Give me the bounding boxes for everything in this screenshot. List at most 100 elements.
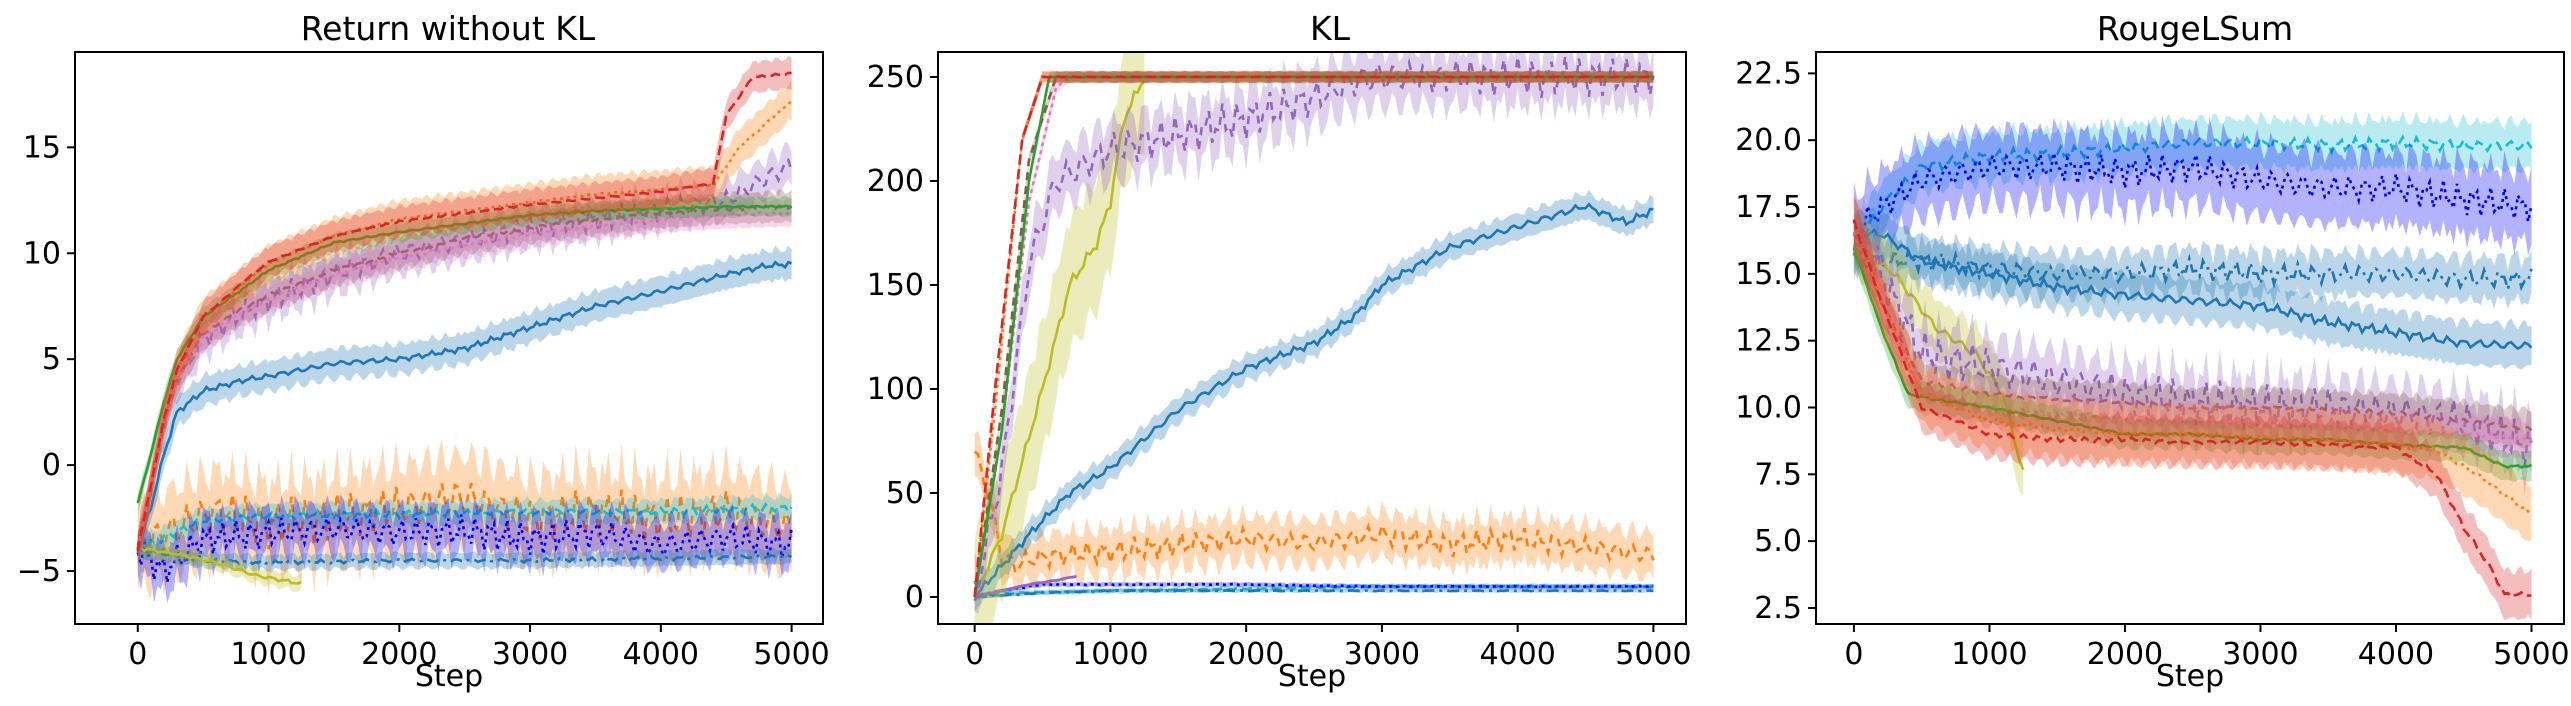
series-band [137, 197, 792, 562]
x-axis-label: Step [415, 659, 483, 694]
series-line [973, 450, 1655, 576]
series-line [137, 546, 302, 585]
x-tick-label: 5000 [2493, 637, 2569, 672]
y-tick-label: 5 [42, 342, 61, 377]
x-tick-label: 3000 [1344, 637, 1420, 672]
x-tick-label: 2000 [361, 637, 437, 672]
x-tick-label: 2000 [2087, 637, 2163, 672]
x-tick-label: 3000 [2222, 637, 2298, 672]
y-tick-label: 200 [867, 164, 924, 199]
x-tick-label: 5000 [1615, 637, 1691, 672]
y-tick-label: 10.0 [1735, 390, 1802, 425]
y-tick-label: 15.0 [1735, 257, 1802, 292]
y-tick-label: 7.5 [1754, 457, 1802, 492]
series-line [1852, 133, 2533, 248]
series-band [137, 55, 792, 563]
x-tick-label: 0 [1844, 637, 1863, 672]
y-tick-label: 10 [23, 236, 61, 271]
x-tick-label: 0 [965, 637, 984, 672]
series-line [1852, 219, 2533, 516]
series-line [973, 56, 1655, 592]
y-tick-label: 0 [905, 580, 924, 615]
chart-kl: KL 0 1000 2000 3000 4000 5000050100150200250 … [867, 9, 1692, 694]
series-line [1853, 228, 2533, 351]
series-line [1852, 151, 2533, 244]
series-band [1853, 231, 2532, 483]
plot-frame [74, 51, 824, 625]
y-tick-label: 250 [867, 60, 924, 95]
x-tick-label: 0 [128, 637, 147, 672]
y-tick-label: 100 [867, 372, 924, 407]
chart-title: RougeLSum [2097, 9, 2293, 48]
series-line [973, 202, 1654, 602]
series-line [973, 75, 1654, 598]
x-tick-label: 2000 [1208, 637, 1284, 672]
series-band [1853, 212, 2532, 460]
series-line [973, 80, 1146, 598]
series-band [137, 438, 792, 598]
series-line [1852, 219, 2532, 599]
x-tick-label: 4000 [1479, 637, 1555, 672]
y-tick-label: 17.5 [1735, 190, 1802, 225]
series-line [136, 204, 792, 504]
chart-title: KL [1310, 9, 1351, 48]
y-tick-label: 22.5 [1735, 56, 1802, 91]
series-band [1853, 196, 2532, 621]
series-line [136, 204, 793, 549]
plot-frame [937, 51, 1687, 625]
y-tick-label: 15 [23, 130, 61, 165]
series-line [974, 588, 1654, 599]
x-tick-label: 4000 [2358, 637, 2434, 672]
series-line [974, 584, 1654, 599]
series-line [136, 209, 793, 551]
series-band [1853, 216, 2024, 495]
chart-rougelsum: RougeLSum 0 1000 2000 3000 4000 5000 2.5 5.0 7.5… [1735, 9, 2569, 694]
series-band [974, 581, 1654, 600]
series-line [1852, 233, 2533, 432]
series-line [136, 501, 793, 553]
series-band [1853, 194, 2532, 495]
series-band [1853, 110, 2532, 274]
series-band [137, 141, 792, 572]
x-tick-label: 5000 [753, 637, 829, 672]
y-tick-label: 12.5 [1735, 324, 1802, 359]
series-line [1852, 238, 2533, 294]
x-axis-label: Step [1278, 659, 1346, 694]
y-tick-label: −5 [17, 554, 61, 589]
series-line [136, 514, 793, 583]
series-band [137, 494, 792, 604]
series-band [1853, 115, 2532, 270]
series-group [136, 55, 793, 604]
series-line [974, 582, 1654, 599]
y-tick-label: 2.5 [1754, 591, 1802, 626]
x-tick-label: 1000 [230, 637, 306, 672]
series-line [136, 100, 793, 550]
series-line [1853, 245, 2025, 471]
series-group [1852, 110, 2533, 621]
y-tick-label: 20.0 [1735, 123, 1802, 158]
series-band [1853, 217, 2532, 449]
series-band [1853, 221, 2532, 309]
series-line [137, 547, 793, 566]
x-tick-label: 1000 [1951, 637, 2027, 672]
y-tick-label: 50 [886, 476, 924, 511]
chart-return-without-kl: Return without KL 0 1000 2000 3000 4000 5000 −… [17, 9, 830, 694]
x-tick-label: 1000 [1072, 637, 1148, 672]
series-line [974, 575, 1077, 599]
x-tick-label: 4000 [623, 637, 699, 672]
chart-title: Return without KL [301, 9, 596, 48]
plot-frame [1815, 51, 2565, 625]
series-line [136, 71, 792, 552]
y-tick-label: 0 [42, 448, 61, 483]
series-line [136, 260, 792, 554]
y-tick-label: 150 [867, 268, 924, 303]
y-tick-label: 5.0 [1754, 524, 1802, 559]
series-group [973, 52, 1655, 624]
x-axis-label: Step [2156, 659, 2224, 694]
x-tick-label: 3000 [492, 637, 568, 672]
series-band [974, 430, 1654, 594]
series-band [1853, 193, 2532, 542]
series-band [137, 80, 792, 570]
series-band [137, 541, 792, 573]
